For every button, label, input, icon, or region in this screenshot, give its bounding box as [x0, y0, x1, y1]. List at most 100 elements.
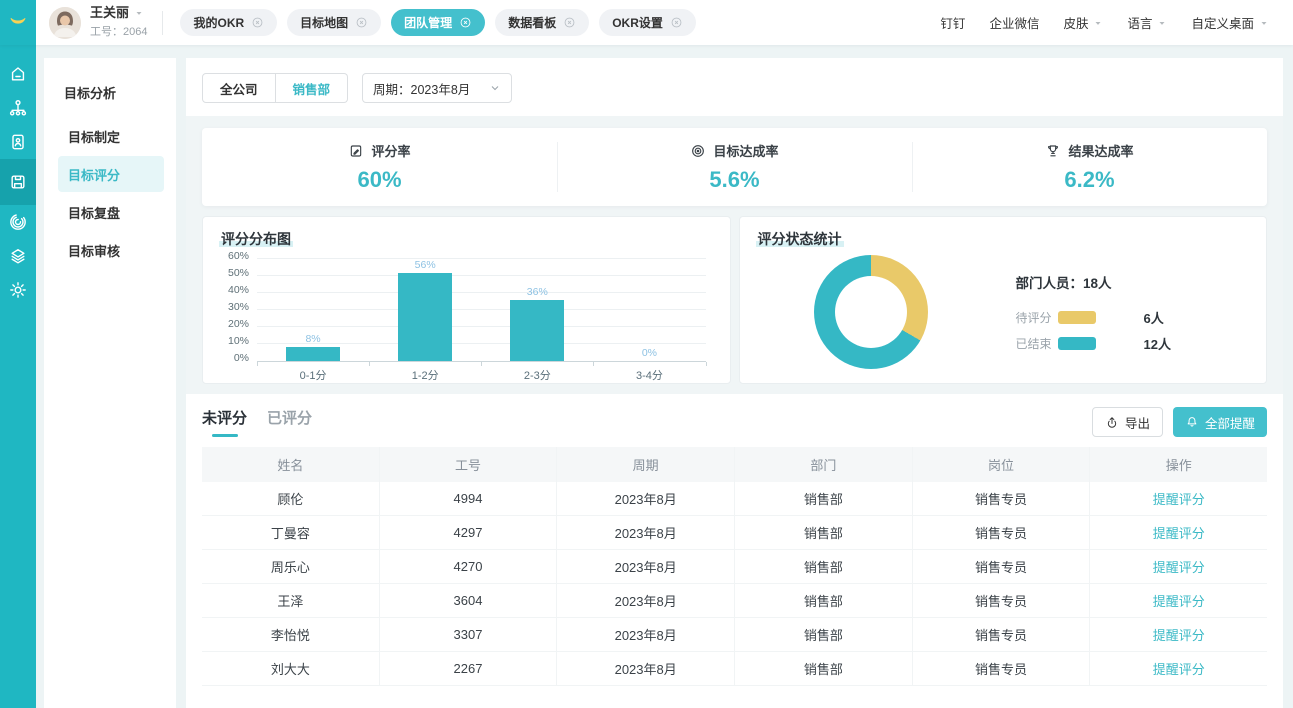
workspace-tab[interactable]: 团队管理 — [391, 9, 486, 36]
rail-item-org[interactable] — [0, 91, 36, 125]
scope-option-button[interactable]: 全公司 — [202, 73, 276, 103]
table-cell: 2267 — [379, 652, 558, 686]
export-icon — [1105, 415, 1119, 429]
remind-score-link[interactable]: 提醒评分 — [1152, 526, 1205, 541]
close-icon[interactable] — [670, 16, 683, 29]
caret-down-icon — [1259, 18, 1269, 28]
gridline — [257, 258, 706, 259]
header-menu-item[interactable]: 皮肤 — [1063, 13, 1103, 32]
user-profile[interactable]: 王关丽 工号：2064 — [49, 6, 147, 39]
scope-option-button[interactable]: 销售部 — [275, 73, 349, 103]
nav-rail — [0, 45, 36, 708]
donut-chart — [813, 255, 928, 369]
user-menu-caret-icon[interactable] — [134, 8, 144, 18]
header-menu-item-label: 钉钉 — [940, 17, 966, 31]
remind-score-link[interactable]: 提醒评分 — [1152, 594, 1205, 609]
close-icon[interactable] — [355, 16, 368, 29]
rail-item-layers[interactable] — [0, 239, 36, 273]
gridline — [257, 343, 706, 344]
sidebar-title: 目标分析 — [64, 86, 117, 101]
rate-icon — [348, 143, 364, 159]
filter-bar: 全公司 销售部 周期：2023年8月 — [186, 58, 1283, 116]
workspace-tab[interactable]: 数据看板 — [495, 9, 590, 36]
close-icon[interactable] — [251, 16, 264, 29]
table-row: 丁曼容 4297 2023年8月 销售部 销售专员 提醒评分 — [202, 516, 1268, 550]
sidebar-item[interactable]: 目标审核 — [68, 243, 121, 259]
remind-score-link[interactable]: 提醒评分 — [1152, 560, 1205, 575]
gridline — [257, 326, 706, 327]
header-menu-item[interactable]: 企业微信 — [989, 13, 1039, 32]
bars-row: 8% 56% 36% 0% — [257, 259, 706, 361]
rail-item-report[interactable] — [0, 125, 36, 159]
header-menu-item[interactable]: 语言 — [1127, 13, 1167, 32]
table-cell: 2023年8月 — [557, 550, 736, 584]
table-cell: 提醒评分 — [1090, 482, 1268, 516]
score-tab[interactable]: 未评分 — [202, 407, 247, 437]
sidebar-item[interactable]: 目标制定 — [68, 129, 121, 145]
stats-card: 评分率 60% 目标达成率 5.6% 结果达成率 6.2% — [202, 128, 1267, 206]
remind-score-link[interactable]: 提醒评分 — [1152, 662, 1205, 677]
workspace-tab[interactable]: 目标地图 — [287, 9, 382, 36]
y-axis-label: 0% — [233, 352, 249, 364]
remind-all-button[interactable]: 全部提醒 — [1172, 407, 1267, 437]
rail-item-home[interactable] — [0, 57, 36, 91]
gridline — [257, 309, 706, 310]
y-axis-label: 50% — [227, 267, 249, 279]
period-dropdown[interactable]: 周期：2023年8月 — [362, 73, 513, 103]
bar — [510, 299, 565, 361]
app-logo — [0, 0, 36, 45]
table-cell: 王泽 — [202, 584, 380, 618]
stat-label-text: 评分率 — [371, 144, 411, 159]
table-cell: 刘大大 — [202, 652, 380, 686]
header-menu-item[interactable]: 钉钉 — [940, 13, 965, 32]
header-cell: 岗位 — [913, 447, 1091, 482]
table-cell: 提醒评分 — [1090, 550, 1268, 584]
score-tab[interactable]: 已评分 — [267, 410, 313, 427]
table-cell: 提醒评分 — [1090, 584, 1268, 618]
gridline — [257, 275, 706, 276]
bell-icon — [1185, 415, 1199, 429]
stat-label: 目标达成率 — [690, 141, 779, 160]
remind-score-link[interactable]: 提醒评分 — [1152, 628, 1205, 643]
rail-item-fingerprint[interactable] — [0, 205, 36, 239]
remind-score-link[interactable]: 提醒评分 — [1152, 492, 1205, 507]
bar-value-label: 0% — [641, 347, 658, 359]
table-cell: 2023年8月 — [557, 482, 736, 516]
table-row: 刘大大 2267 2023年8月 销售部 销售专员 提醒评分 — [202, 652, 1268, 686]
sidebar-item[interactable]: 目标复盘 — [68, 205, 121, 221]
score-status-card: 评分状态统计 部门人员：18人 待评分 6人 已结束 12人 — [738, 216, 1267, 384]
close-icon[interactable] — [459, 16, 472, 29]
donut-chart-title: 评分状态统计 — [755, 231, 844, 247]
y-axis-label: 30% — [227, 301, 249, 313]
header-menu-item[interactable]: 自定义桌面 — [1191, 13, 1269, 32]
table-cell: 丁曼容 — [202, 516, 380, 550]
bar-value-label: 56% — [414, 259, 436, 271]
table-row: 顾伦 4994 2023年8月 销售部 销售专员 提醒评分 — [202, 482, 1268, 516]
avatar — [49, 6, 81, 39]
legend-swatch — [1057, 310, 1096, 324]
rail-item-workspace[interactable] — [0, 159, 36, 205]
workspace-tab[interactable]: 我的OKR — [180, 9, 278, 36]
stat-item: 结果达成率 6.2% — [912, 128, 1267, 206]
sidebar: 目标分析 目标制定目标评分目标复盘目标审核 — [44, 58, 176, 708]
user-name: 王关丽 — [90, 5, 130, 20]
caret-down-icon — [1093, 18, 1103, 28]
close-icon[interactable] — [563, 16, 576, 29]
header-menu: 钉钉 企业微信 皮肤 语言 自定义桌面 — [940, 13, 1293, 32]
bar-group: 0% — [593, 259, 705, 361]
y-axis-label: 60% — [227, 250, 249, 262]
caret-down-icon — [1157, 18, 1167, 28]
export-button[interactable]: 导出 — [1091, 407, 1163, 437]
table-cell: 销售部 — [735, 550, 913, 584]
table-header-row: 姓名 工号 周期 部门 岗位 操作 — [202, 447, 1267, 482]
workspace-tab[interactable]: OKR设置 — [599, 9, 696, 36]
workspace-tabs: 我的OKR 目标地图 团队管理 数据看板 OKR设置 — [180, 9, 696, 36]
donut-legend: 部门人员：18人 待评分 6人 已结束 12人 — [1016, 272, 1178, 353]
fingerprint-icon — [8, 212, 28, 232]
sidebar-item[interactable]: 目标评分 — [58, 156, 164, 192]
bar-group: 8% — [257, 259, 369, 361]
x-category-label: 0-1分 — [299, 370, 327, 382]
header-cell: 姓名 — [202, 447, 380, 482]
rail-item-gear[interactable] — [0, 273, 36, 307]
table-actions: 导出 全部提醒 — [1091, 407, 1267, 437]
